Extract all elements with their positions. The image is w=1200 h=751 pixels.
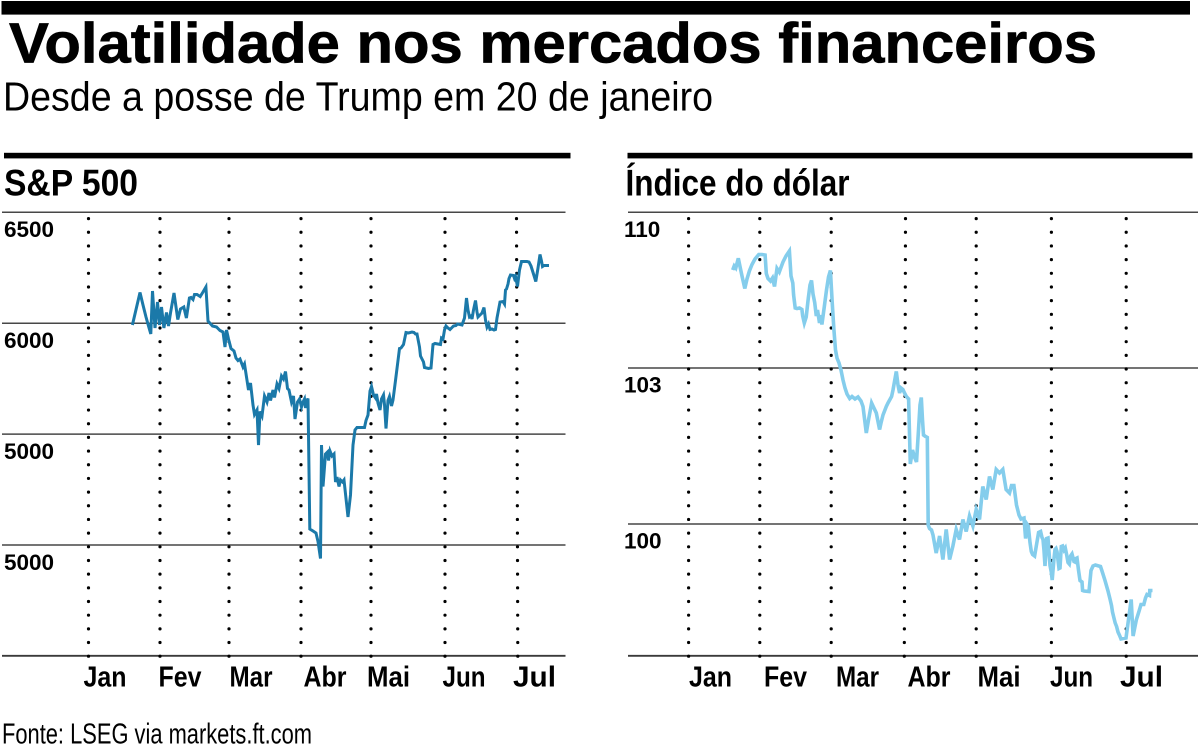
svg-text:Fev: Fev (764, 662, 807, 694)
svg-text:5000: 5000 (4, 439, 54, 464)
svg-text:Mar: Mar (230, 662, 273, 694)
svg-text:Jul: Jul (513, 662, 556, 694)
svg-text:Jan: Jan (84, 662, 127, 694)
svg-text:Volatilidade nos mercados fina: Volatilidade nos mercados financeiros (9, 12, 1097, 75)
svg-text:Jun: Jun (1050, 662, 1093, 694)
svg-text:Jan: Jan (689, 662, 732, 694)
svg-text:S&P 500: S&P 500 (4, 163, 138, 204)
svg-text:Índice do dólar: Índice do dólar (626, 163, 850, 204)
svg-text:5000: 5000 (4, 550, 54, 575)
svg-text:Mai: Mai (367, 662, 410, 694)
svg-text:Jun: Jun (443, 662, 486, 694)
svg-text:Desde a posse de Trump em 20 d: Desde a posse de Trump em 20 de janeiro (3, 74, 713, 120)
svg-text:Abr: Abr (908, 662, 951, 694)
svg-text:Fonte: LSEG via markets.ft.com: Fonte: LSEG via markets.ft.com (2, 719, 312, 751)
svg-text:Abr: Abr (304, 662, 347, 694)
svg-text:110: 110 (624, 217, 660, 242)
svg-text:6500: 6500 (4, 217, 54, 242)
svg-text:103: 103 (624, 373, 662, 398)
svg-text:Fev: Fev (159, 662, 202, 694)
svg-text:Mar: Mar (836, 662, 879, 694)
svg-text:6000: 6000 (4, 328, 54, 353)
svg-text:100: 100 (624, 529, 662, 554)
svg-text:Mai: Mai (978, 662, 1021, 694)
svg-text:Jul: Jul (1120, 662, 1163, 694)
